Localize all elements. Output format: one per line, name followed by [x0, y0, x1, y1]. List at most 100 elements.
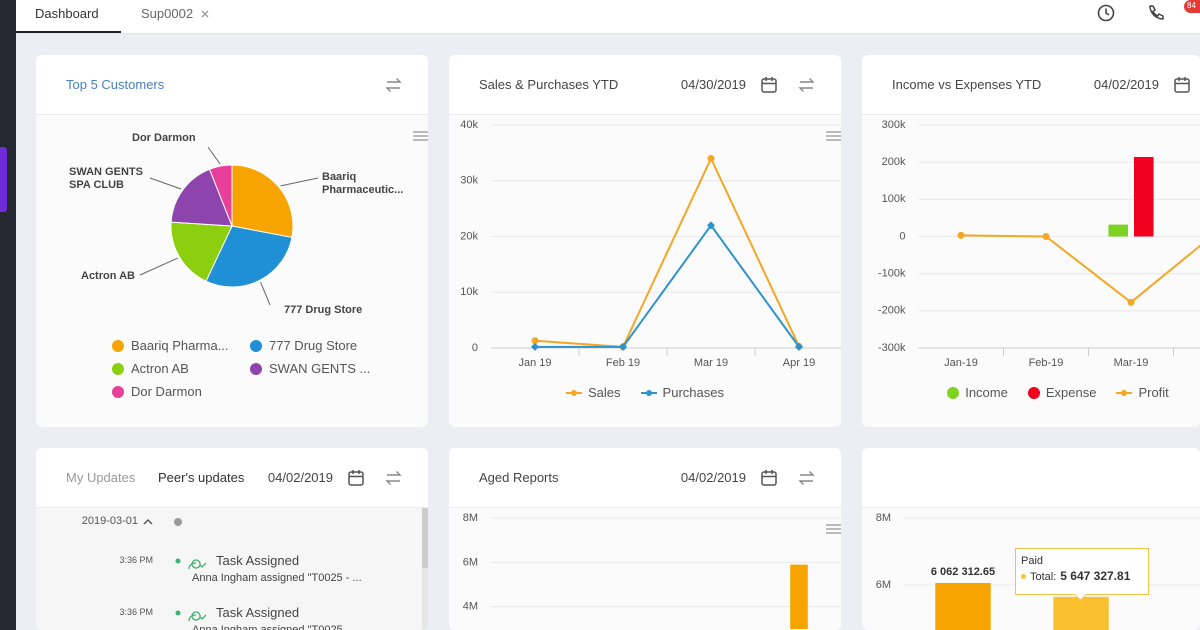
legend-marker	[112, 362, 124, 375]
top-bar	[16, 0, 1200, 34]
bar[interactable]	[935, 582, 991, 630]
legend: Income Expense Profit	[862, 385, 1200, 400]
chart-menu-icon[interactable]	[826, 524, 841, 534]
refresh-icon[interactable]	[798, 471, 815, 485]
x-tick-label: Apr 19	[783, 357, 815, 369]
tooltip: Paid Total: 5 647 327.81	[1015, 547, 1149, 601]
date-value[interactable]: 04/02/2019	[680, 470, 746, 485]
legend-item[interactable]: Expense	[1027, 385, 1096, 400]
widget: Sales & Purchases YTD 04/30/2019 0 10k 20k 30…	[449, 55, 841, 427]
pie-leader	[280, 177, 319, 187]
bar[interactable]	[790, 564, 808, 629]
legend-item[interactable]: Profit	[1116, 385, 1169, 400]
calendar-frame	[761, 471, 777, 486]
series-line	[534, 156, 800, 348]
legend: Sales Purchases	[449, 385, 841, 400]
pie-slice[interactable]	[231, 164, 294, 239]
update-dot	[175, 610, 181, 616]
update-time: 3:36 PM	[119, 555, 153, 565]
pie-label: Baariq Pharmaceutic...	[322, 171, 404, 196]
update-dot	[175, 558, 181, 564]
legend-item[interactable]: SWAN GENTS ...	[250, 361, 370, 376]
legend-item[interactable]: Dor Darmon	[112, 384, 202, 399]
pie-leader	[207, 146, 221, 165]
legend-label: 777 Drug Store	[269, 338, 358, 353]
point	[707, 154, 715, 162]
x-tick-label: Mar-19	[1114, 357, 1149, 369]
update-time: 3:36 PM	[119, 607, 153, 617]
calendar-icon[interactable]	[1174, 77, 1190, 93]
pie-slice[interactable]	[208, 164, 233, 227]
refresh-icon[interactable]	[385, 78, 402, 92]
widget: Top 5 Customers Baariq Pharmaceutic... 777…	[36, 55, 428, 427]
pie-slice[interactable]	[205, 225, 293, 288]
update-text: Anna Ingham assigned "T0025 ...	[192, 624, 355, 630]
widget-header: Sales & Purchases YTD 04/30/2019	[449, 55, 841, 115]
tab-close[interactable]	[200, 9, 210, 19]
legend-item[interactable]: Sales	[566, 385, 621, 400]
chart-menu-icon[interactable]	[826, 131, 841, 141]
header-icons	[761, 77, 815, 93]
legend-marker	[566, 389, 583, 396]
chart-menu-icon[interactable]	[413, 131, 428, 141]
y-tick-label: 8M	[463, 512, 478, 524]
legend-item[interactable]: Actron AB	[112, 361, 189, 376]
chart: -300k -200k -100k 0 100k 200k 300k Jan-19 Feb-19…	[878, 119, 1200, 369]
y-tick-label: 6M	[876, 579, 891, 591]
updates-tab[interactable]: My Updates	[66, 470, 136, 485]
refresh-icon[interactable]	[798, 78, 815, 92]
calendar-icon[interactable]	[761, 77, 777, 93]
pie-label: Dor Darmon	[132, 132, 196, 144]
series-line	[960, 234, 1200, 304]
widget-title: Income vs Expenses YTD	[892, 77, 1042, 92]
y-tick-label: 4M	[463, 601, 478, 613]
legend-label: Profit	[1138, 385, 1169, 400]
legend-item[interactable]: Income	[947, 385, 1008, 400]
calendar-icon[interactable]	[761, 470, 777, 486]
phone-icon[interactable]	[1146, 3, 1166, 23]
calendar-detail	[762, 470, 776, 478]
pie-label: 777 Drug Store	[284, 304, 363, 316]
pie-slice[interactable]	[170, 221, 233, 282]
calendar-frame	[348, 471, 364, 486]
sidebar-active	[0, 147, 7, 212]
scrollbar-thumb[interactable]	[422, 508, 428, 568]
pie-slice[interactable]	[170, 168, 233, 227]
widget: Income vs Expenses YTD 04/02/2019 -300k -20…	[862, 55, 1200, 427]
timeline-date: 2019-03-01	[81, 515, 138, 527]
bar[interactable]	[1053, 596, 1109, 630]
legend-marker	[250, 362, 262, 375]
header-icons	[385, 78, 402, 92]
y-tick-label: -200k	[878, 305, 906, 317]
tab[interactable]: Sup0002	[141, 6, 194, 21]
calendar-icon[interactable]	[348, 470, 364, 486]
date-value[interactable]: 04/02/2019	[267, 470, 333, 485]
legend-item[interactable]: Purchases	[640, 385, 724, 400]
tooltip-row: Total: 5 647 327.81	[1021, 569, 1143, 585]
x-tick-label: Feb-19	[1029, 357, 1064, 369]
legend-label: Sales	[588, 385, 621, 400]
legend-item[interactable]: Baariq Pharma...	[112, 338, 229, 353]
bar[interactable]	[1108, 224, 1128, 237]
tooltip-marker	[1021, 574, 1026, 580]
refresh-arrows	[385, 78, 402, 92]
user-icon	[188, 611, 207, 622]
legend-dot	[645, 389, 652, 396]
tooltip-value: 5 647 327.81	[1060, 568, 1131, 583]
sidebar	[0, 0, 16, 630]
date-value[interactable]: 04/02/2019	[1093, 77, 1159, 92]
collapse-caret[interactable]	[143, 518, 153, 525]
bar[interactable]	[1134, 156, 1154, 237]
point	[619, 342, 627, 351]
point	[1042, 233, 1050, 240]
pie-label: Actron AB	[81, 270, 135, 282]
tooltip-label: Total:	[1030, 570, 1057, 583]
date-value[interactable]: 04/30/2019	[680, 77, 746, 92]
legend-label: Actron AB	[131, 361, 189, 376]
legend-item[interactable]: 777 Drug Store	[250, 338, 357, 353]
refresh-icon[interactable]	[385, 471, 402, 485]
tab[interactable]: Dashboard	[35, 6, 99, 21]
updates-tab[interactable]: Peer's updates	[158, 470, 245, 485]
clock-icon[interactable]	[1096, 3, 1116, 23]
user-icon	[188, 559, 207, 570]
